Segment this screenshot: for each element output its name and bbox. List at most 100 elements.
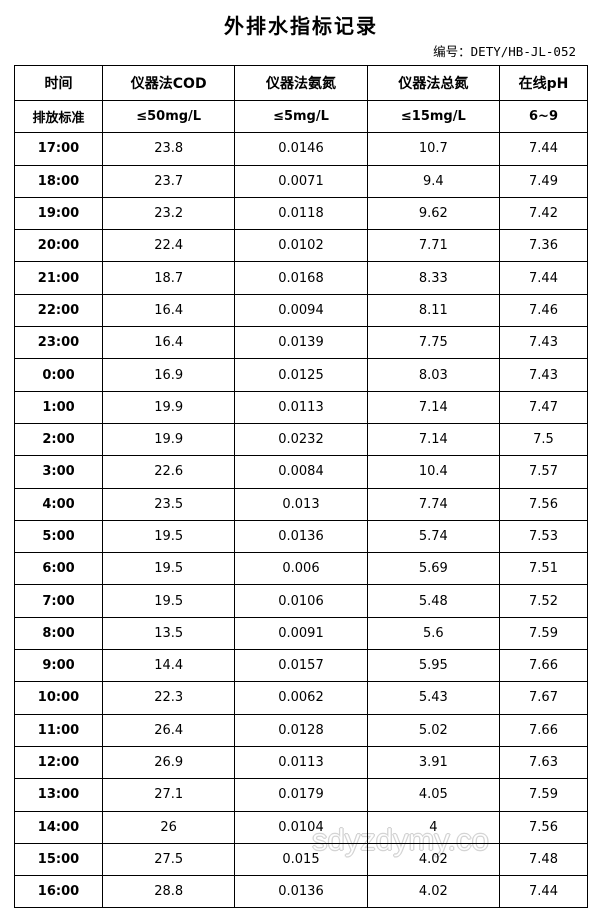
cell-ph: 7.44: [499, 875, 588, 908]
cell-ammonia: 0.0104: [234, 810, 368, 844]
cell-cod: 19.5: [101, 584, 236, 618]
cell-ph: 7.48: [499, 842, 588, 877]
cell-ph: 7.66: [499, 713, 588, 747]
cell-time: 14:00: [14, 810, 103, 844]
table-row: 4:00 23.5 0.013 7.74 7.56: [14, 487, 588, 521]
cell-cod: 26.9: [101, 745, 236, 780]
cell-ammonia: 0.0136: [234, 875, 368, 908]
cell-cod: 13.5: [101, 616, 236, 651]
cell-ph: 7.5: [499, 422, 588, 457]
cell-ph: 7.44: [499, 261, 588, 295]
table-row: 11:00 26.4 0.0128 5.02 7.66: [14, 713, 588, 747]
cell-time: 23:00: [14, 326, 103, 360]
cell-cod: 19.5: [101, 519, 236, 554]
cell-total-nitrogen: 5.6: [366, 616, 501, 651]
table-row: 12:00 26.9 0.0113 3.91 7.63: [14, 745, 588, 780]
cell-time: 6:00: [14, 552, 103, 586]
table-row: 13:00 27.1 0.0179 4.05 7.59: [14, 778, 588, 812]
cell-cod: 23.5: [101, 487, 236, 521]
table-body: 排放标准 ≤50mg/L ≤5mg/L ≤15mg/L 6~9 17:00 23…: [14, 99, 588, 908]
cell-time: 13:00: [14, 778, 103, 812]
cell-cod: 22.4: [101, 229, 236, 263]
table-row: 18:00 23.7 0.0071 9.4 7.49: [14, 164, 588, 198]
cell-ammonia: 0.0168: [234, 261, 368, 295]
cell-total-nitrogen: 5.69: [366, 552, 501, 586]
cell-time: 9:00: [14, 649, 103, 683]
cell-cod: 22.3: [101, 681, 236, 715]
table-header-row: 时间 仪器法COD 仪器法氨氮 仪器法总氮 在线pH: [14, 65, 588, 101]
table-row: 0:00 16.9 0.0125 8.03 7.43: [14, 358, 588, 392]
cell-total-nitrogen: 10.7: [366, 132, 501, 166]
document-page: 外排水指标记录 编号：DETY/HB-JL-052 时间 仪器法COD 仪器法氨…: [0, 10, 602, 908]
table-row: 22:00 16.4 0.0094 8.11 7.46: [14, 293, 588, 328]
discharge-records-table: 时间 仪器法COD 仪器法氨氮 仪器法总氮 在线pH 排放标准 ≤50mg/L …: [14, 65, 588, 908]
cell-ammonia: 0.0084: [234, 455, 368, 489]
cell-ammonia: 0.0102: [234, 229, 368, 263]
cell-cod: 23.2: [101, 196, 236, 231]
cell-cod: 16.9: [101, 358, 236, 392]
document-number: 编号：DETY/HB-JL-052: [433, 44, 576, 59]
cell-time: 10:00: [14, 681, 103, 715]
cell-time: 4:00: [14, 487, 103, 521]
cell-total-nitrogen: 5.95: [366, 649, 501, 683]
cell-ph: 7.43: [499, 358, 588, 392]
cell-total-nitrogen: 5.02: [366, 713, 501, 747]
table-row: 23:00 16.4 0.0139 7.75 7.43: [14, 326, 588, 360]
cell-total-nitrogen: 7.14: [366, 422, 501, 457]
cell-ph: 7.56: [499, 810, 588, 844]
cell-cod: 28.8: [101, 875, 236, 908]
column-header-total-nitrogen: 仪器法总氮: [366, 65, 501, 101]
cell-ph: 7.51: [499, 552, 588, 586]
cell-ph: 7.43: [499, 326, 588, 360]
cell-total-nitrogen: 3.91: [366, 745, 501, 780]
cell-time: 11:00: [14, 713, 103, 747]
cell-total-nitrogen: 8.33: [366, 261, 501, 295]
cell-cod: 23.8: [101, 132, 236, 166]
table-row: 20:00 22.4 0.0102 7.71 7.36: [14, 229, 588, 263]
table-row: 17:00 23.8 0.0146 10.7 7.44: [14, 132, 588, 166]
table-row: 14:00 26 0.0104 4 7.56: [14, 810, 588, 844]
cell-total-nitrogen: 7.14: [366, 390, 501, 424]
cell-ammonia: 0.0128: [234, 713, 368, 747]
cell-ammonia: 0.0106: [234, 584, 368, 618]
table-row: 8:00 13.5 0.0091 5.6 7.59: [14, 616, 588, 651]
cell-time: 0:00: [14, 358, 103, 392]
cell-ammonia: 0.015: [234, 842, 368, 877]
cell-ammonia: 0.0118: [234, 196, 368, 231]
cell-ph: 7.57: [499, 455, 588, 489]
cell-total-nitrogen: 7.71: [366, 229, 501, 263]
table-row: 1:00 19.9 0.0113 7.14 7.47: [14, 390, 588, 424]
table-row: 7:00 19.5 0.0106 5.48 7.52: [14, 584, 588, 618]
cell-time: 1:00: [14, 390, 103, 424]
column-header-ph: 在线pH: [499, 65, 588, 101]
cell-total-nitrogen: 5.48: [366, 584, 501, 618]
table-row: 19:00 23.2 0.0118 9.62 7.42: [14, 196, 588, 231]
cell-cod: 14.4: [101, 649, 236, 683]
cell-ph: 7.47: [499, 390, 588, 424]
cell-total-nitrogen: 9.62: [366, 196, 501, 231]
cell-ammonia: 0.0146: [234, 132, 368, 166]
cell-cod: 23.7: [101, 164, 236, 198]
cell-ph: 7.44: [499, 132, 588, 166]
cell-time: 15:00: [14, 842, 103, 877]
cell-cod: 16.4: [101, 326, 236, 360]
cell-ph: 7.36: [499, 229, 588, 263]
cell-total-nitrogen: 10.4: [366, 455, 501, 489]
cell-ph: 7.53: [499, 519, 588, 554]
cell-total-nitrogen: 4.02: [366, 842, 501, 877]
table-row: 16:00 28.8 0.0136 4.02 7.44: [14, 875, 588, 908]
cell-total-nitrogen: 8.03: [366, 358, 501, 392]
standard-ammonia: ≤5mg/L: [234, 99, 368, 134]
cell-time: 3:00: [14, 455, 103, 489]
cell-total-nitrogen: 5.74: [366, 519, 501, 554]
cell-total-nitrogen: 8.11: [366, 293, 501, 328]
cell-ammonia: 0.006: [234, 552, 368, 586]
cell-ammonia: 0.0157: [234, 649, 368, 683]
standard-row: 排放标准 ≤50mg/L ≤5mg/L ≤15mg/L 6~9: [14, 99, 588, 134]
table-row: 10:00 22.3 0.0062 5.43 7.67: [14, 681, 588, 715]
cell-ammonia: 0.0062: [234, 681, 368, 715]
cell-total-nitrogen: 7.75: [366, 326, 501, 360]
table-row: 21:00 18.7 0.0168 8.33 7.44: [14, 261, 588, 295]
table-row: 2:00 19.9 0.0232 7.14 7.5: [14, 422, 588, 457]
cell-time: 17:00: [14, 132, 103, 166]
